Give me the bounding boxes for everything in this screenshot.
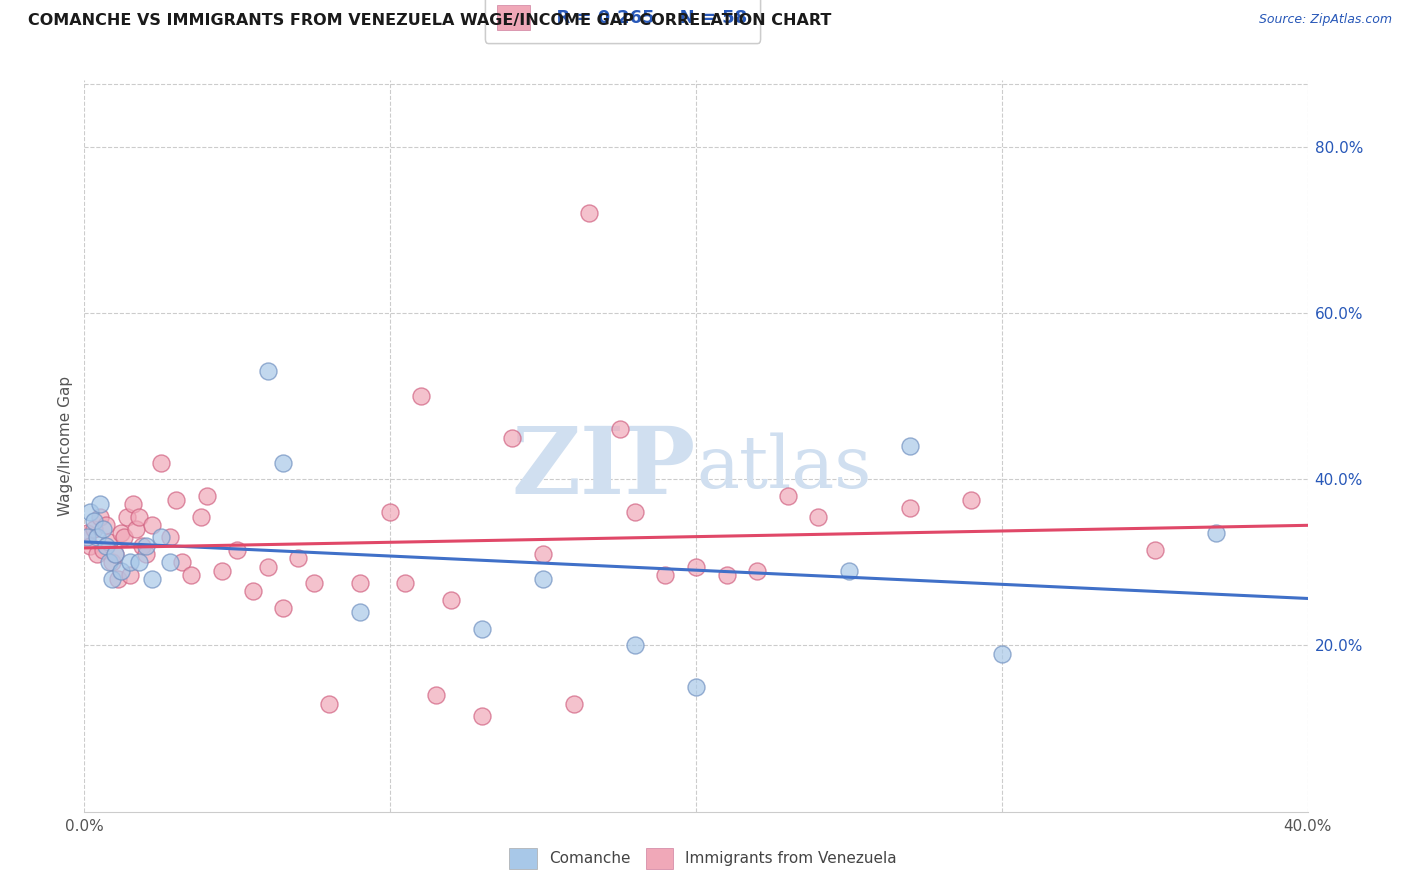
Point <box>97 534 120 549</box>
Point <box>716 567 738 582</box>
Point <box>578 206 600 220</box>
Point <box>271 601 294 615</box>
Point <box>101 555 124 569</box>
Point <box>654 567 676 582</box>
Point <box>471 622 494 636</box>
Point <box>287 551 309 566</box>
Point <box>960 493 983 508</box>
Point <box>89 509 111 524</box>
Text: ZIP: ZIP <box>512 423 696 513</box>
Point <box>128 509 150 524</box>
Point <box>624 506 647 520</box>
Point <box>120 567 142 582</box>
Point <box>685 680 707 694</box>
Point <box>991 647 1014 661</box>
Point <box>898 501 921 516</box>
Point <box>141 518 163 533</box>
Point <box>257 364 280 378</box>
Point <box>79 506 101 520</box>
Point <box>425 689 447 703</box>
Point <box>226 542 249 557</box>
Point <box>394 576 416 591</box>
Text: atlas: atlas <box>696 433 872 503</box>
Point <box>91 522 114 536</box>
Point <box>159 555 181 569</box>
Point <box>149 530 172 544</box>
Text: Source: ZipAtlas.com: Source: ZipAtlas.com <box>1258 13 1392 27</box>
Point <box>76 526 98 541</box>
Point <box>141 572 163 586</box>
Point <box>131 539 153 553</box>
Point <box>128 555 150 569</box>
Point <box>349 576 371 591</box>
Point <box>838 564 860 578</box>
Point <box>502 431 524 445</box>
Point <box>83 514 105 528</box>
Point <box>104 547 127 561</box>
Point <box>120 555 142 569</box>
Point <box>79 539 101 553</box>
Point <box>135 539 157 553</box>
Point <box>110 526 132 541</box>
Point <box>190 509 212 524</box>
Point <box>76 530 98 544</box>
Point <box>318 697 340 711</box>
Point <box>94 539 117 553</box>
Point <box>110 564 132 578</box>
Point <box>562 697 585 711</box>
Point <box>180 567 202 582</box>
Point <box>271 456 294 470</box>
Point <box>86 547 108 561</box>
Point <box>135 547 157 561</box>
Point <box>94 518 117 533</box>
Point <box>112 530 135 544</box>
Point <box>409 389 432 403</box>
Point <box>776 489 799 503</box>
Point <box>1205 526 1227 541</box>
Point <box>898 439 921 453</box>
Point <box>349 605 371 619</box>
Point <box>101 572 124 586</box>
Point <box>531 572 554 586</box>
Point <box>257 559 280 574</box>
Point <box>86 530 108 544</box>
Point <box>172 555 194 569</box>
Point <box>125 522 148 536</box>
Point <box>104 547 127 561</box>
Point <box>149 456 172 470</box>
Point <box>159 530 181 544</box>
Point <box>440 592 463 607</box>
Point <box>195 489 218 503</box>
Point <box>122 497 145 511</box>
Point <box>302 576 325 591</box>
Point <box>624 639 647 653</box>
Point <box>1143 542 1166 557</box>
Y-axis label: Wage/Income Gap: Wage/Income Gap <box>58 376 73 516</box>
Legend:   R = 0.023    N = 28,   R = 0.265    N = 58: R = 0.023 N = 28, R = 0.265 N = 58 <box>485 0 761 43</box>
Point <box>531 547 554 561</box>
Point <box>115 509 138 524</box>
Point <box>165 493 187 508</box>
Point <box>242 584 264 599</box>
Point <box>89 497 111 511</box>
Point <box>609 422 631 436</box>
Point <box>685 559 707 574</box>
Point <box>107 572 129 586</box>
Point <box>91 542 114 557</box>
Legend: Comanche, Immigrants from Venezuela: Comanche, Immigrants from Venezuela <box>503 841 903 875</box>
Point <box>97 555 120 569</box>
Text: COMANCHE VS IMMIGRANTS FROM VENEZUELA WAGE/INCOME GAP CORRELATION CHART: COMANCHE VS IMMIGRANTS FROM VENEZUELA WA… <box>28 13 831 29</box>
Point <box>380 506 402 520</box>
Point <box>807 509 830 524</box>
Point <box>83 522 105 536</box>
Point <box>211 564 233 578</box>
Point <box>747 564 769 578</box>
Point <box>471 709 494 723</box>
